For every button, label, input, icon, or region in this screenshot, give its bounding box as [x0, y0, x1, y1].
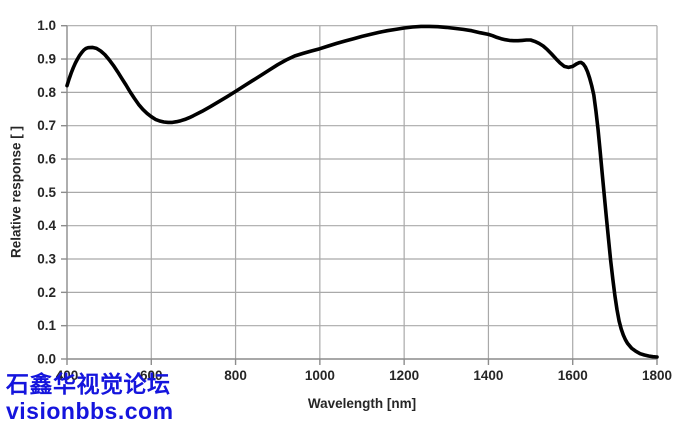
y-tick-label: 1.0	[37, 18, 56, 33]
y-tick-label: 0.1	[37, 318, 56, 333]
y-tick-label: 0.8	[37, 85, 56, 100]
y-tick-label: 0.6	[37, 152, 56, 167]
x-tick-label: 1600	[558, 368, 588, 383]
x-tick-label: 400	[56, 368, 79, 383]
x-tick-label: 600	[140, 368, 163, 383]
x-tick-label: 1800	[642, 368, 672, 383]
x-tick-label: 1400	[473, 368, 503, 383]
watermark-site-url: visionbbs.com	[6, 398, 174, 424]
y-tick-label: 0.3	[37, 252, 56, 267]
y-axis-title: Relative response [ ]	[8, 125, 24, 259]
y-tick-label: 0.4	[37, 218, 56, 233]
y-tick-label: 0.7	[37, 118, 56, 133]
y-tick-label: 0.5	[37, 185, 56, 200]
x-tick-label: 1200	[389, 368, 419, 383]
y-tick-label: 0.2	[37, 285, 56, 300]
x-tick-label: 800	[224, 368, 247, 383]
x-tick-label: 1000	[305, 368, 335, 383]
watermark-site-name: 石鑫华视觉论坛	[6, 371, 171, 397]
x-axis-title: Wavelength [nm]	[307, 396, 417, 411]
y-tick-label: 0.9	[37, 52, 56, 67]
response-curve	[65, 24, 659, 359]
y-tick-label: 0.0	[37, 352, 56, 367]
